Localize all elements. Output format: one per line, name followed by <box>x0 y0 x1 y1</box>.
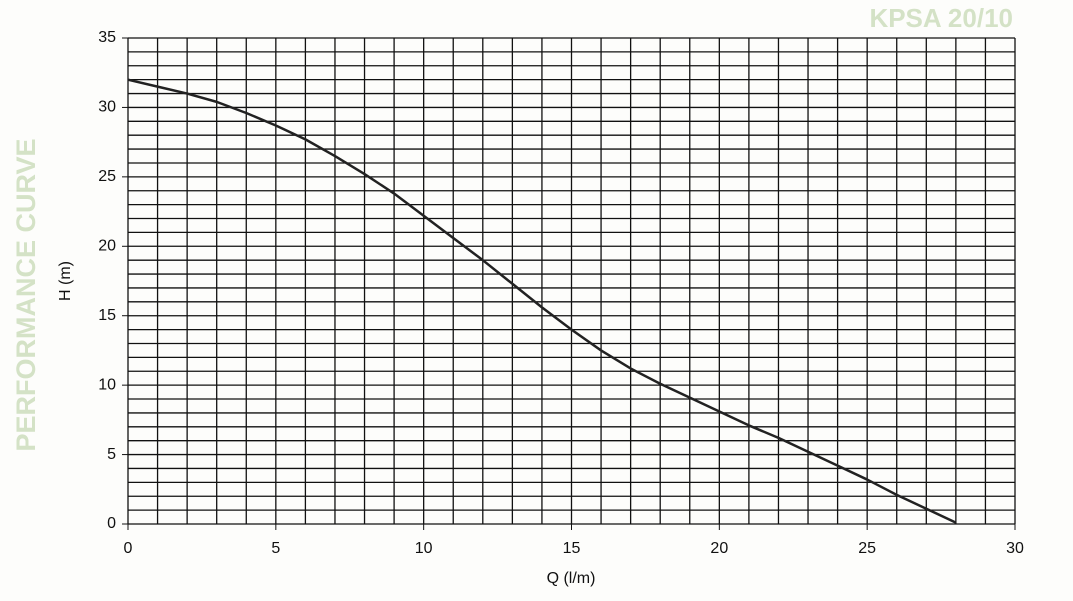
x-tick-label: 15 <box>563 540 581 557</box>
x-tick-label: 30 <box>1006 540 1024 557</box>
y-tick-label: 15 <box>98 307 116 324</box>
curve <box>127 78 957 524</box>
x-tick-label: 5 <box>271 540 280 557</box>
chart-title: KPSA 20/10 <box>869 3 1013 33</box>
y-tick-label: 30 <box>98 99 116 116</box>
x-tick-label: 0 <box>124 540 133 557</box>
y-axis-label: H (m) <box>57 261 74 301</box>
y-tick-label: 20 <box>98 238 116 255</box>
y-tick-label: 5 <box>107 446 116 463</box>
y-tick-label: 10 <box>98 376 116 393</box>
x-tick-label: 20 <box>710 540 728 557</box>
y-tick-label: 35 <box>98 29 116 46</box>
x-tick-label: 10 <box>415 540 433 557</box>
x-tick-label: 25 <box>858 540 876 557</box>
x-axis-label: Q (l/m) <box>547 570 596 587</box>
y-tick-label: 0 <box>107 515 116 532</box>
y-tick-label: 25 <box>98 168 116 185</box>
side-label: PERFORMANCE CURVE <box>11 138 41 451</box>
